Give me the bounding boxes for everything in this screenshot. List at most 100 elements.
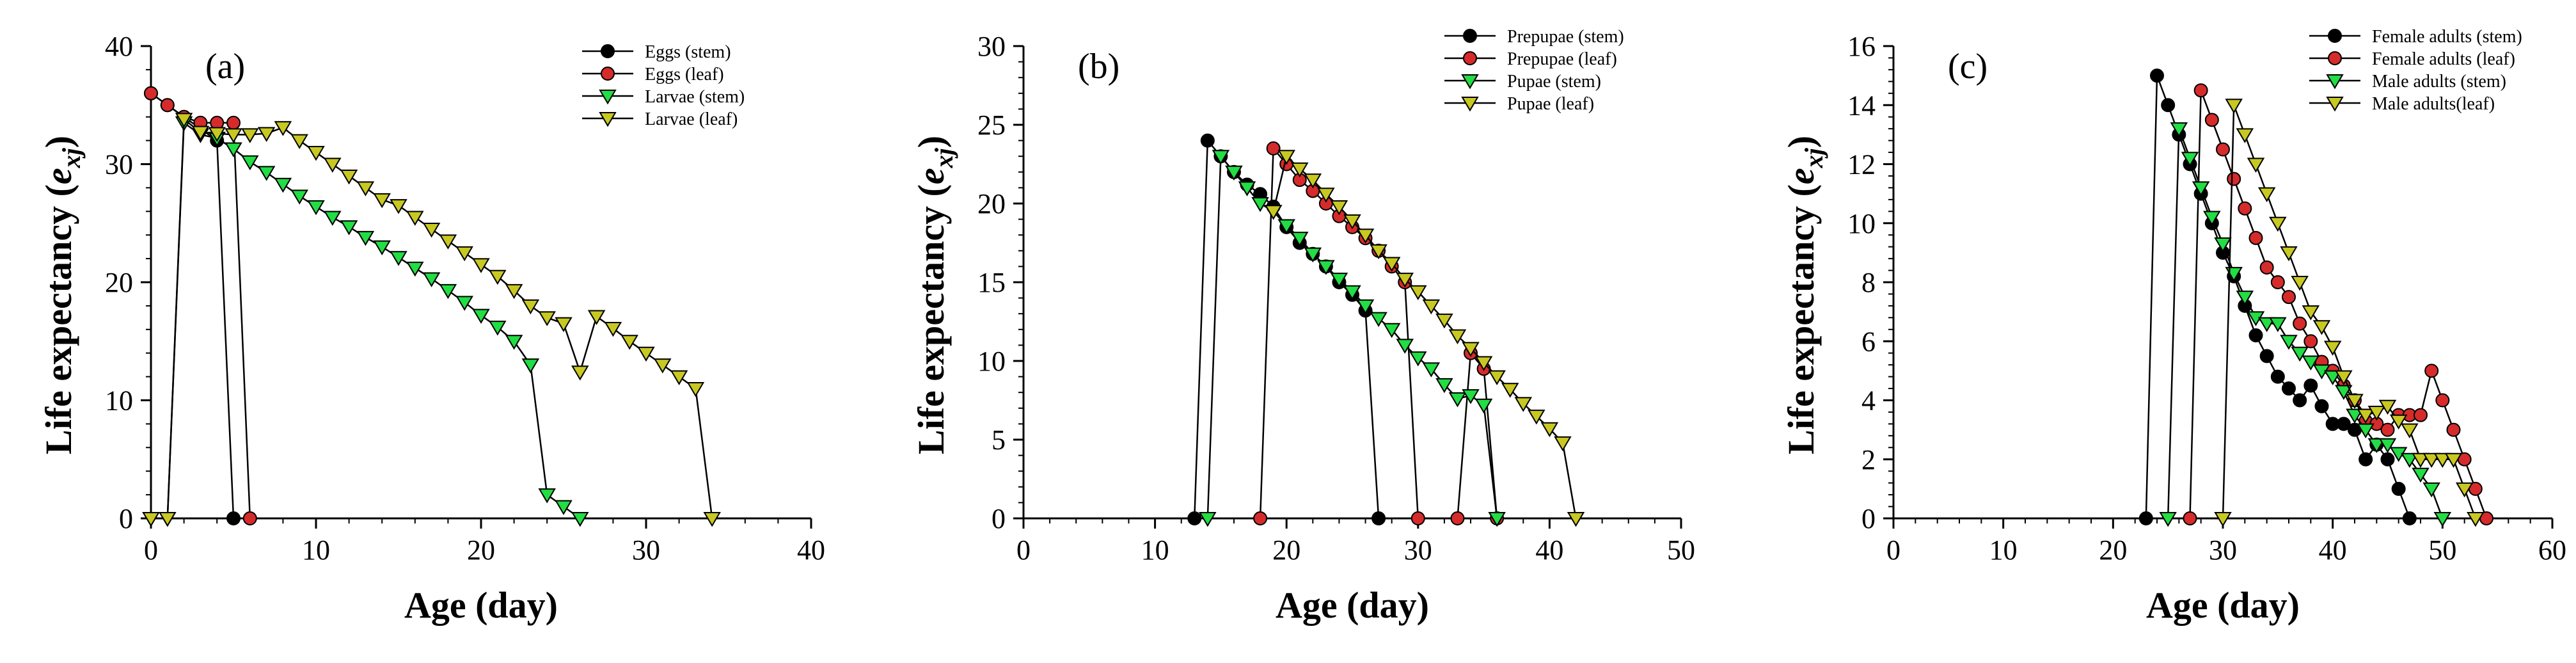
y-tick-label: 14 — [1847, 90, 1876, 121]
data-point — [1251, 197, 1269, 212]
series-larvae-stem — [142, 116, 589, 527]
series-eggs-leaf — [144, 86, 257, 525]
y-axis-label-close: ) — [910, 136, 952, 148]
data-point — [1488, 512, 1506, 527]
legend-label: Eggs (stem) — [645, 42, 731, 62]
y-tick-label: 12 — [1847, 149, 1876, 180]
data-point — [1528, 410, 1545, 425]
data-point — [2367, 405, 2386, 421]
data-point — [2467, 512, 2485, 527]
data-point — [191, 125, 210, 141]
series-male-adults-stem — [2159, 122, 2452, 527]
data-point — [2170, 122, 2188, 138]
y-tick-label: 2 — [1861, 444, 1876, 475]
series-larvae-leaf — [142, 113, 721, 527]
data-point — [472, 258, 490, 273]
x-tick-label: 60 — [2538, 534, 2566, 566]
data-point — [2422, 452, 2440, 468]
data-point — [241, 128, 259, 143]
x-tick-label: 0 — [144, 534, 158, 566]
y-tick-label: 4 — [1861, 385, 1876, 417]
data-point — [686, 382, 705, 397]
data-point — [2359, 452, 2373, 467]
data-point — [1422, 362, 1441, 378]
legend-marker — [601, 44, 615, 58]
data-point — [2183, 511, 2197, 525]
data-point — [2336, 417, 2351, 431]
y-axis-label-sub: xj — [1799, 147, 1828, 168]
data-point — [1291, 162, 1309, 178]
data-point — [2433, 512, 2452, 527]
data-point — [1514, 397, 1533, 412]
data-point — [654, 358, 672, 374]
panel-b: 0 5 10 15 20 25 30 0 10 20 30 40 50 Age (day) Life exp… — [910, 27, 1695, 626]
x-tick-label: 40 — [2319, 534, 2347, 566]
x-tick-label: 10 — [1989, 534, 2018, 566]
y-tick-label: 30 — [977, 31, 1006, 62]
data-point — [373, 193, 391, 209]
data-point — [1409, 285, 1427, 301]
data-point — [356, 181, 375, 196]
data-point — [1356, 299, 1375, 315]
data-point — [1266, 141, 1281, 156]
data-point — [1435, 378, 1453, 394]
data-point — [226, 511, 241, 525]
data-point — [2346, 394, 2364, 409]
data-point — [2259, 349, 2274, 363]
data-point — [1371, 511, 1386, 525]
y-tick-label: 0 — [1861, 503, 1876, 534]
data-point — [1448, 392, 1467, 408]
y-tick-label: 10 — [977, 346, 1006, 377]
legend: Eggs (stem) Eggs (leaf) Larvae (stem)Larva… — [582, 42, 745, 129]
data-point — [1396, 273, 1414, 288]
y-axis-label-main: Life expectancy ( — [38, 184, 79, 454]
data-point — [225, 128, 242, 143]
data-point — [307, 146, 325, 161]
x-tick-label: 10 — [1141, 534, 1169, 566]
data-point — [2236, 128, 2254, 143]
data-point — [1435, 314, 1453, 329]
data-point — [2414, 408, 2428, 422]
y-axis-label-main: Life expectancy ( — [1780, 184, 1822, 454]
series-line — [150, 92, 235, 519]
data-point — [555, 500, 573, 515]
legend-marker — [599, 90, 617, 105]
series-line — [2145, 75, 2411, 519]
data-point — [1317, 260, 1335, 275]
data-point — [1567, 512, 1585, 527]
y-tick-label: 10 — [105, 385, 133, 417]
x-tick-label: 20 — [2099, 534, 2127, 566]
legend-label: Eggs (leaf) — [645, 65, 724, 84]
data-point — [159, 512, 177, 527]
data-point — [2335, 370, 2353, 385]
y-axis-label-main: Life expectancy ( — [910, 184, 952, 454]
y-axis-label: Life expectancy (exj) — [38, 136, 86, 454]
data-point — [2214, 512, 2232, 527]
series-prepupae-leaf — [1253, 141, 1505, 525]
data-point — [2193, 83, 2208, 98]
data-point — [2282, 381, 2296, 396]
data-point — [1291, 232, 1309, 247]
data-point — [340, 169, 358, 185]
data-point — [2270, 275, 2285, 289]
data-point — [2422, 482, 2440, 498]
x-tick-label: 50 — [1667, 534, 1695, 566]
data-point — [1410, 511, 1425, 525]
data-point — [2203, 211, 2221, 226]
series-line — [150, 92, 251, 519]
legend-label: Female adults (leaf) — [2372, 49, 2515, 69]
data-point — [1304, 247, 1322, 263]
data-point — [2402, 511, 2417, 525]
y-axis-label: Life expectancy (exj) — [1780, 136, 1828, 454]
data-point — [1540, 422, 1559, 438]
data-point — [2150, 68, 2164, 83]
legend-label: Larvae (leaf) — [645, 109, 738, 129]
data-point — [406, 211, 424, 226]
legend-label: Prepupae (leaf) — [1507, 49, 1617, 69]
data-point — [2389, 414, 2408, 430]
series-line — [1194, 138, 1380, 519]
x-tick-label: 0 — [1886, 534, 1900, 566]
data-point — [2433, 452, 2452, 468]
series-line — [1272, 154, 1577, 519]
